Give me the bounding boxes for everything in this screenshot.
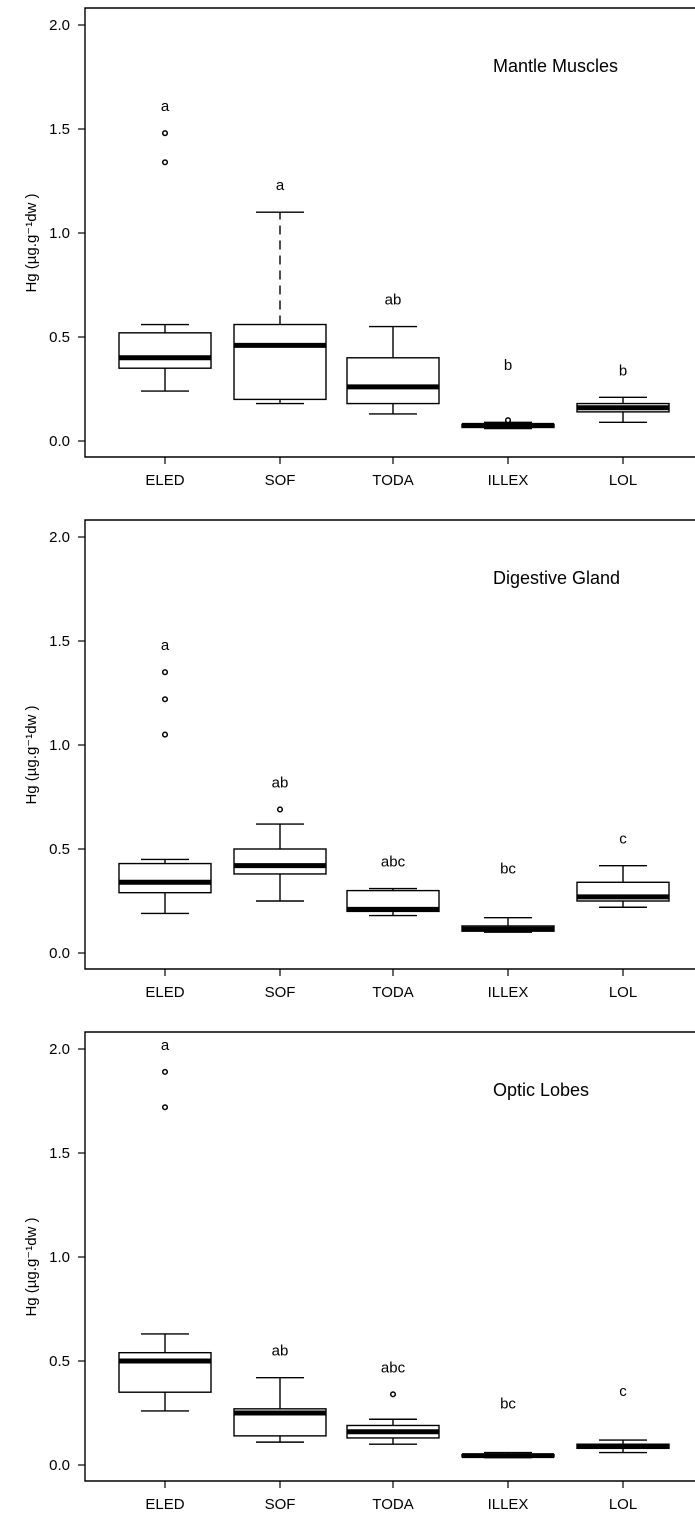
- significance-letter: a: [276, 177, 285, 194]
- outlier-point: [161, 130, 169, 137]
- outlier-point: [161, 1104, 169, 1111]
- y-tick-label: 0.0: [49, 945, 70, 962]
- box-toda: ab: [346, 292, 440, 415]
- significance-letter: b: [504, 357, 512, 374]
- significance-letter: a: [161, 1037, 170, 1054]
- chart-panel-2: 0.0 0.5 1.0 1.5 2.0 Hg (µg.g⁻¹dw ) ELED SOF TODA…: [23, 519, 695, 1001]
- y-tick-label: 0.5: [49, 329, 70, 346]
- y-tick-label: 1.0: [49, 1249, 70, 1266]
- panel-title: Digestive Gland: [493, 568, 620, 588]
- outlier-point: [504, 417, 512, 424]
- iqr-box: [346, 357, 440, 405]
- x-tick-label: LOL: [609, 472, 637, 489]
- x-tick-label: SOF: [265, 472, 296, 489]
- outlier-point: [276, 806, 284, 813]
- x-tick-label: ILLEX: [488, 984, 529, 1001]
- outlier-point: [389, 1391, 397, 1398]
- x-tick-label: TODA: [372, 984, 413, 1001]
- box-illex: b: [461, 357, 555, 430]
- outlier-point: [161, 1068, 169, 1075]
- significance-letter: c: [619, 1383, 627, 1400]
- significance-letter: ab: [272, 1343, 289, 1360]
- panel-title: Mantle Muscles: [493, 56, 618, 76]
- iqr-box: [233, 848, 327, 875]
- significance-letter: ab: [385, 292, 402, 309]
- y-tick-label: 2.0: [49, 529, 70, 546]
- y-tick-label: 1.5: [49, 633, 70, 650]
- x-tick-label: LOL: [609, 984, 637, 1001]
- y-tick-label: 1.5: [49, 1145, 70, 1162]
- x-tick-label: TODA: [372, 1496, 413, 1513]
- x-tick-label: SOF: [265, 1496, 296, 1513]
- significance-letter: b: [619, 362, 627, 379]
- outlier-point: [161, 696, 169, 703]
- significance-letter: a: [161, 98, 170, 115]
- box-lol: b: [576, 362, 670, 423]
- box-toda: abc: [346, 1359, 440, 1445]
- outlier-point: [161, 669, 169, 676]
- box-toda: abc: [346, 854, 440, 917]
- significance-letter: abc: [381, 1359, 406, 1376]
- y-tick-label: 1.5: [49, 121, 70, 138]
- plot-frame: [84, 1031, 695, 1482]
- significance-letter: bc: [500, 861, 516, 878]
- y-axis-label: Hg (µg.g⁻¹dw ): [23, 193, 40, 292]
- x-tick-label: ELED: [145, 1496, 184, 1513]
- y-tick-label: 2.0: [49, 17, 70, 34]
- iqr-box: [118, 862, 212, 894]
- x-tick-label: ELED: [145, 984, 184, 1001]
- box-sof: a: [233, 177, 327, 405]
- x-tick-label: ELED: [145, 472, 184, 489]
- box-eled: a: [118, 637, 212, 915]
- box-eled: a: [118, 1037, 212, 1412]
- iqr-box: [233, 323, 327, 401]
- box-lol: c: [576, 831, 670, 908]
- x-tick-label: SOF: [265, 984, 296, 1001]
- box-eled: a: [118, 98, 212, 392]
- y-axis-label: Hg (µg.g⁻¹dw ): [23, 1217, 40, 1316]
- significance-letter: ab: [272, 774, 289, 791]
- box-illex: bc: [461, 861, 555, 933]
- y-axis-label: Hg (µg.g⁻¹dw ): [23, 705, 40, 804]
- box-sof: ab: [233, 1343, 327, 1443]
- outlier-point: [161, 159, 169, 166]
- x-tick-label: TODA: [372, 472, 413, 489]
- outlier-point: [161, 731, 169, 738]
- x-tick-label: ILLEX: [488, 1496, 529, 1513]
- x-tick-label: LOL: [609, 1496, 637, 1513]
- box-sof: ab: [233, 774, 327, 902]
- chart-panel-1: 0.0 0.5 1.0 1.5 2.0 Hg (µg.g⁻¹dw ) ELED SOF TODA…: [23, 7, 695, 489]
- y-tick-label: 1.0: [49, 225, 70, 242]
- y-tick-label: 0.5: [49, 1353, 70, 1370]
- y-tick-label: 0.0: [49, 433, 70, 450]
- y-tick-label: 1.0: [49, 737, 70, 754]
- significance-letter: a: [161, 637, 170, 654]
- panel-title: Optic Lobes: [493, 1080, 589, 1100]
- x-tick-label: ILLEX: [488, 472, 529, 489]
- y-tick-label: 0.0: [49, 1457, 70, 1474]
- y-tick-label: 0.5: [49, 841, 70, 858]
- significance-letter: abc: [381, 854, 406, 871]
- significance-letter: c: [619, 831, 627, 848]
- box-lol: c: [576, 1383, 670, 1454]
- chart-panel-3: 0.0 0.5 1.0 1.5 2.0 Hg (µg.g⁻¹dw ) ELED SOF TODA…: [23, 1031, 695, 1513]
- y-tick-label: 2.0: [49, 1041, 70, 1058]
- significance-letter: bc: [500, 1396, 516, 1413]
- box-illex: bc: [461, 1396, 555, 1459]
- iqr-box: [118, 332, 212, 369]
